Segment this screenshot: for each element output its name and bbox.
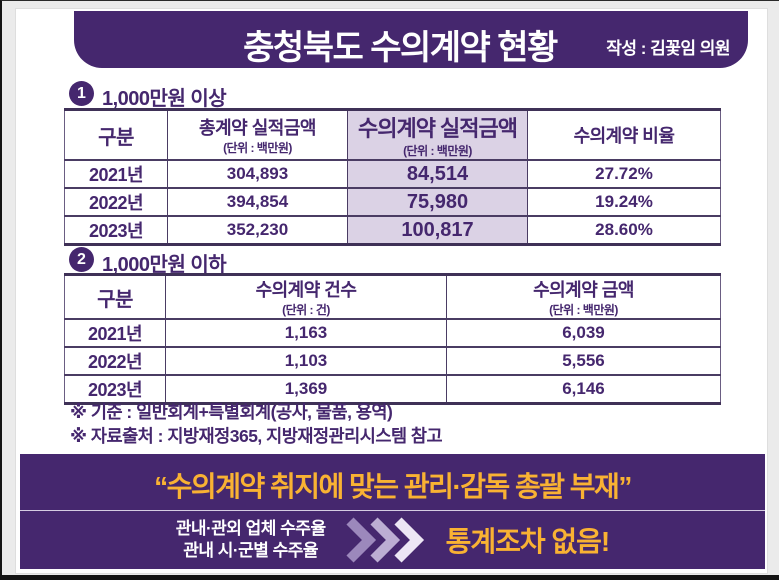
section-1-label: 1,000만원 이상 bbox=[102, 88, 227, 110]
header-ratio: 수의계약 비율 bbox=[527, 109, 721, 161]
table-row-2021: 2021년 304,893 84,514 27.72% bbox=[64, 159, 721, 189]
table-row-2022: 2022년 394,854 75,980 19.24% bbox=[64, 187, 721, 217]
table-header-row: 구분 수의계약 건수 (단위 : 건) 수의계약 금액 (단위 : 백만원) bbox=[64, 274, 721, 320]
count-cell: 1,103 bbox=[165, 346, 447, 376]
no-statistics-callout: 통계조차 없음! bbox=[445, 526, 611, 557]
count-cell: 1,163 bbox=[165, 318, 447, 348]
section-2-label: 1,000만원 이하 bbox=[102, 254, 227, 276]
table-row-2021: 2021년 1,163 6,039 bbox=[64, 318, 721, 348]
total-cell: 304,893 bbox=[167, 159, 348, 189]
ratio-cell: 19.24% bbox=[527, 187, 721, 217]
section-2-number-badge: 2 bbox=[69, 247, 94, 272]
rate-labels: 관내·관외 업체 수주율 관내 시·군별 수주율 bbox=[176, 518, 326, 562]
table-header-row: 구분 총계약 실적금액 (단위 : 백만원) 수의계약 실적금액 (단위 : 백… bbox=[64, 109, 721, 161]
total-cell: 394,854 bbox=[167, 187, 348, 217]
rate-label-2: 관내 시·군별 수주율 bbox=[183, 541, 319, 560]
count-cell: 1,369 bbox=[165, 374, 447, 405]
page-title: 충청북도 수의계약 현황 bbox=[243, 29, 558, 67]
private-cell: 84,514 bbox=[347, 159, 528, 189]
banner-divider bbox=[20, 510, 765, 511]
banner-lower-row: 관내·관외 업체 수주율 관내 시·군별 수주율 통계조차 없음! bbox=[20, 511, 765, 569]
section-1-number-badge: 1 bbox=[69, 81, 94, 106]
table-under-10m: 구분 수의계약 건수 (단위 : 건) 수의계약 금액 (단위 : 백만원) 2… bbox=[64, 273, 721, 405]
table-over-10m: 구분 총계약 실적금액 (단위 : 백만원) 수의계약 실적금액 (단위 : 백… bbox=[64, 108, 721, 246]
header-contract-amount: 수의계약 금액 (단위 : 백만원) bbox=[446, 274, 721, 320]
footnotes: ※ 기준 : 일반회계+특별회계(공사, 물품, 용역) ※ 자료출처 : 지방… bbox=[70, 400, 443, 448]
ratio-cell: 28.60% bbox=[527, 215, 721, 246]
private-cell: 100,817 bbox=[347, 215, 528, 246]
table-row-2023: 2023년 352,230 100,817 28.60% bbox=[64, 215, 721, 246]
header-private-amount: 수의계약 실적금액 (단위 : 백만원) bbox=[347, 109, 528, 161]
triple-chevron-right-icon bbox=[346, 517, 424, 563]
year-cell: 2023년 bbox=[64, 374, 166, 405]
amount-cell: 5,556 bbox=[446, 346, 721, 376]
table-row-2023: 2023년 1,369 6,146 bbox=[64, 374, 721, 405]
table-row-2022: 2022년 1,103 5,556 bbox=[64, 346, 721, 376]
conclusion-quote: “수의계약 취지에 맞는 관리·감독 총괄 부재” bbox=[154, 471, 632, 502]
year-cell: 2023년 bbox=[64, 215, 168, 246]
private-cell: 75,980 bbox=[347, 187, 528, 217]
ratio-cell: 27.72% bbox=[527, 159, 721, 189]
year-cell: 2021년 bbox=[64, 318, 166, 348]
title-banner: 충청북도 수의계약 현황 작성 : 김꽃임 의원 bbox=[74, 11, 748, 68]
year-cell: 2021년 bbox=[64, 159, 168, 189]
rate-label-1: 관내·관외 업체 수주율 bbox=[175, 519, 326, 538]
total-cell: 352,230 bbox=[167, 215, 348, 246]
header-total-amount: 총계약 실적금액 (단위 : 백만원) bbox=[167, 109, 348, 161]
conclusion-banner: “수의계약 취지에 맞는 관리·감독 총괄 부재” 관내·관외 업체 수주율 관… bbox=[20, 454, 765, 569]
amount-cell: 6,039 bbox=[446, 318, 721, 348]
footnote-source: ※ 자료출처 : 지방재정365, 지방재정관리시스템 참고 bbox=[70, 426, 443, 446]
amount-cell: 6,146 bbox=[446, 374, 721, 405]
header-gubun: 구분 bbox=[64, 274, 166, 320]
author-credit: 작성 : 김꽃임 의원 bbox=[606, 39, 730, 58]
header-gubun: 구분 bbox=[64, 109, 168, 161]
footnote-basis: ※ 기준 : 일반회계+특별회계(공사, 물품, 용역) bbox=[70, 402, 393, 422]
year-cell: 2022년 bbox=[64, 187, 168, 217]
header-contract-count: 수의계약 건수 (단위 : 건) bbox=[165, 274, 447, 320]
year-cell: 2022년 bbox=[64, 346, 166, 376]
